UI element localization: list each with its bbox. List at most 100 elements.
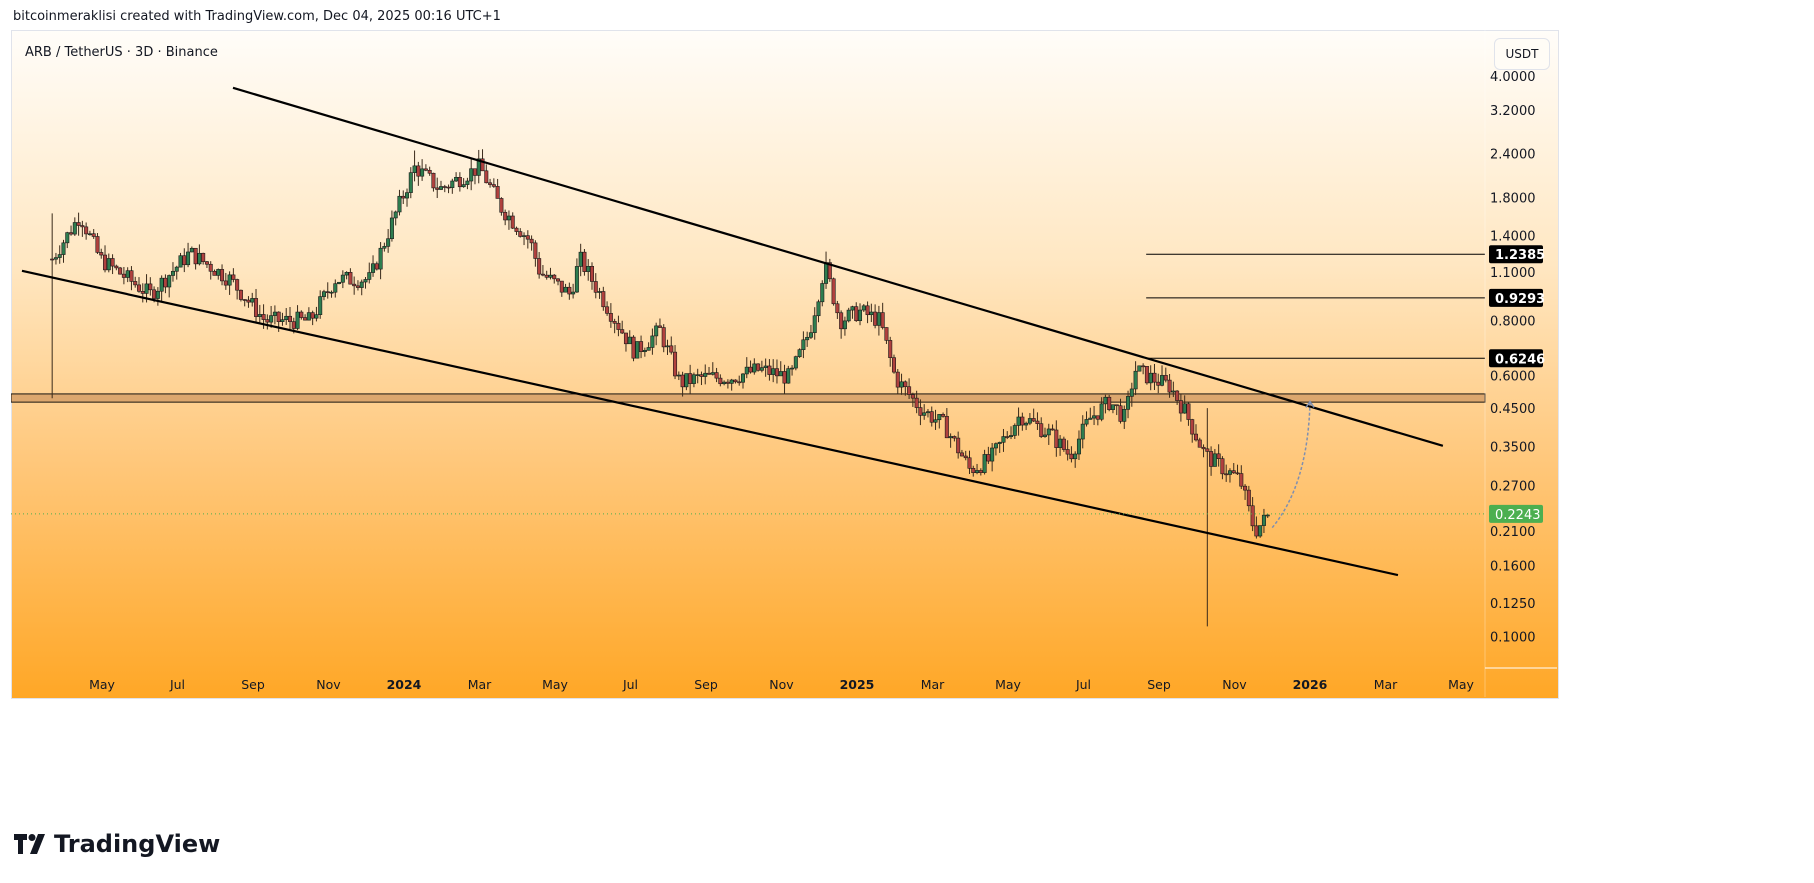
- candle-body: [412, 165, 417, 173]
- candle-body: [450, 180, 455, 188]
- candle-body: [816, 301, 821, 317]
- time-tick-label: 2025: [840, 677, 875, 692]
- candle-body: [401, 195, 406, 199]
- candle-body: [1020, 416, 1025, 426]
- candle-body: [1231, 470, 1236, 474]
- candle-body: [941, 414, 946, 417]
- candle-body: [1167, 379, 1172, 393]
- candle-body: [408, 172, 413, 193]
- candle-body: [189, 247, 194, 253]
- candle-body: [925, 411, 930, 414]
- candle-body: [922, 412, 927, 416]
- candle-body: [50, 258, 55, 261]
- candle-body: [801, 339, 806, 350]
- candle-body: [778, 371, 783, 377]
- time-tick-label: Sep: [241, 677, 265, 692]
- candle-body: [454, 177, 459, 182]
- candle-body: [586, 266, 591, 272]
- candle-body: [1107, 396, 1112, 410]
- currency-button[interactable]: USDT: [1494, 38, 1550, 70]
- candle-body: [952, 436, 957, 439]
- candle-body: [499, 198, 504, 213]
- candle-body: [1099, 403, 1104, 420]
- candle-body: [1156, 381, 1161, 386]
- price-tick-label: 0.4500: [1490, 402, 1536, 417]
- candle-body: [1095, 415, 1100, 420]
- candle-body: [627, 336, 632, 345]
- candle-body: [118, 267, 123, 275]
- time-tick-label: Nov: [316, 677, 341, 692]
- level-badge: [1489, 245, 1543, 264]
- candle-body: [303, 317, 308, 321]
- price-tick-label: 0.1000: [1490, 631, 1536, 646]
- candle-body: [269, 315, 274, 323]
- candle-body: [321, 291, 326, 297]
- level-badge-label: 0.9293: [1495, 292, 1545, 307]
- candle-body: [1069, 453, 1074, 460]
- candle-body: [1012, 425, 1017, 436]
- candle-body: [903, 381, 908, 388]
- price-tick-label: 0.1600: [1490, 559, 1536, 574]
- candle-body: [1110, 404, 1115, 410]
- level-badge-label: 1.2385: [1495, 248, 1545, 263]
- time-tick-label: Sep: [1147, 677, 1171, 692]
- projection-arrow-icon: [1305, 400, 1315, 408]
- candle-body: [657, 325, 662, 328]
- candle-body: [371, 263, 376, 273]
- tradingview-logo[interactable]: TradingView: [14, 830, 220, 858]
- time-tick-label: Sep: [694, 677, 718, 692]
- candle-body: [359, 281, 364, 288]
- candle-body: [333, 283, 338, 293]
- candle-body: [212, 270, 217, 276]
- candle-body: [1092, 415, 1097, 419]
- candle-body: [227, 274, 232, 286]
- time-tick-label: Mar: [921, 677, 945, 692]
- candle-body: [329, 291, 334, 294]
- candle-body: [382, 246, 387, 249]
- candle-body: [963, 455, 968, 459]
- candle-body: [1148, 372, 1153, 384]
- candle-body: [790, 367, 795, 370]
- candle-body: [1137, 365, 1142, 372]
- candle-body: [284, 315, 289, 320]
- candle-body: [265, 319, 270, 323]
- candle-body: [695, 374, 700, 376]
- candle-body: [1118, 405, 1123, 422]
- candle-body: [752, 363, 757, 373]
- candle-body: [631, 336, 636, 359]
- candle-body: [170, 270, 175, 276]
- candle-body: [1080, 423, 1085, 440]
- last-price-label: 0.2243: [1495, 508, 1541, 523]
- candle-body: [763, 365, 768, 368]
- candle-body: [1144, 366, 1149, 384]
- candle-body: [61, 242, 66, 255]
- price-chart[interactable]: 4.0000 3.2000 2.4000 1.8000 1.4000 1.1000 0.80…: [11, 30, 1558, 698]
- symbol-title[interactable]: ARB / TetherUS · 3D · Binance: [25, 45, 218, 60]
- candle-body: [559, 280, 564, 293]
- candle-body: [103, 254, 108, 271]
- candle-body: [442, 186, 447, 188]
- candle-body: [144, 283, 149, 294]
- candle-body: [272, 311, 277, 316]
- candle-body: [699, 374, 704, 377]
- candle-body: [786, 368, 791, 384]
- candle-body: [975, 470, 980, 474]
- candle-body: [1182, 403, 1187, 414]
- candle-body: [552, 274, 557, 280]
- candle-body: [84, 226, 89, 235]
- candle-body: [325, 291, 330, 293]
- candle-body: [646, 347, 651, 351]
- candle-body: [337, 281, 342, 284]
- candle-body: [1050, 428, 1055, 431]
- candle-body: [435, 187, 440, 190]
- candle-body: [718, 377, 723, 385]
- candle-body: [959, 452, 964, 457]
- candle-body: [669, 345, 674, 353]
- candle-body: [1001, 436, 1006, 443]
- candle-body: [238, 289, 243, 300]
- candle-body: [340, 274, 345, 283]
- candle-body: [110, 258, 115, 267]
- candle-body: [1160, 375, 1165, 386]
- candle-body: [427, 169, 432, 174]
- candle-body: [514, 227, 519, 232]
